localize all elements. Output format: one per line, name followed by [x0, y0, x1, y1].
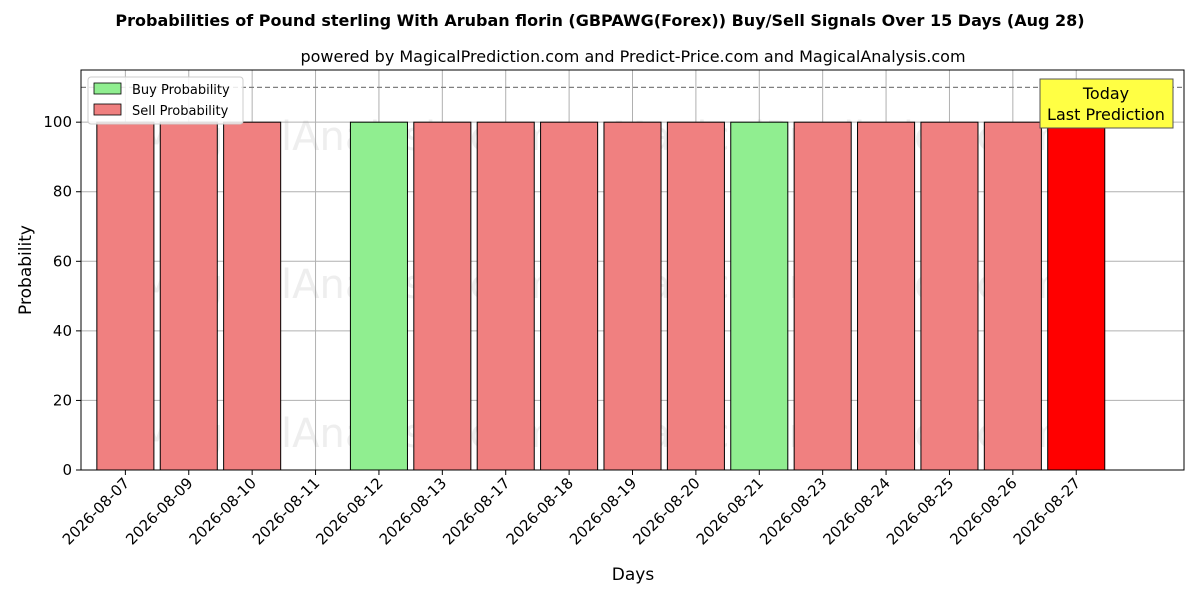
chart-title: Probabilities of Pound sterling With Aru…: [115, 11, 1084, 30]
today-label-line2: Last Prediction: [1047, 105, 1165, 124]
y-tick-label: 20: [53, 391, 72, 409]
x-tick-label: 2026-08-20: [629, 474, 703, 548]
today-annotation: Today Last Prediction: [1039, 78, 1174, 129]
x-tick-label: 2026-08-09: [122, 474, 196, 548]
y-tick-label: 0: [62, 461, 72, 479]
x-tick-label: 2026-08-24: [820, 474, 894, 548]
buy-bar: [349, 121, 408, 471]
sell-bar: [540, 121, 599, 471]
x-tick-label: 2026-08-21: [693, 474, 767, 548]
x-tick-label: 2026-08-12: [312, 474, 386, 548]
sell-bar: [413, 121, 472, 471]
buy-bar: [730, 121, 789, 471]
x-tick-label: 2026-08-17: [439, 474, 513, 548]
x-tick-label: 2026-08-27: [1010, 474, 1084, 548]
bar-group: [96, 121, 1106, 471]
sell-bar: [983, 121, 1042, 471]
x-tick-label: 2026-08-23: [756, 474, 830, 548]
sell-bar: [857, 121, 916, 471]
sell-bar: [159, 121, 218, 471]
y-tick-label: 40: [53, 322, 72, 340]
x-tick-label: 2026-08-13: [376, 474, 450, 548]
sell-bar: [793, 121, 852, 471]
sell-bar: [476, 121, 535, 471]
sell-bar: [603, 121, 662, 471]
x-tick-label: 2026-08-26: [946, 474, 1020, 548]
x-axis-label: Days: [612, 565, 655, 585]
y-axis-label: Probability: [16, 225, 36, 315]
legend-swatch-buy: [93, 82, 122, 95]
sell-bar: [920, 121, 979, 471]
sell-bar: [223, 121, 282, 471]
legend-label-sell: Sell Probability: [132, 104, 229, 119]
sell-bar: [666, 121, 725, 471]
y-tick-label: 60: [53, 252, 72, 270]
x-axis: 2026-08-072026-08-092026-08-102026-08-11…: [59, 470, 1084, 548]
y-tick-label: 80: [53, 183, 72, 201]
x-tick-label: 2026-08-19: [566, 474, 640, 548]
x-tick-label: 2026-08-25: [883, 474, 957, 548]
legend-box: [87, 76, 244, 125]
x-tick-label: 2026-08-18: [503, 474, 577, 548]
sell-bar: [96, 121, 155, 471]
x-tick-label: 2026-08-10: [186, 474, 260, 548]
today-label-box: [1039, 78, 1174, 129]
x-tick-label: 2026-08-07: [59, 474, 133, 548]
x-tick-label: 2026-08-11: [249, 474, 323, 548]
chart-subtitle: powered by MagicalPrediction.com and Pre…: [300, 47, 965, 66]
y-tick-label: 100: [43, 113, 72, 131]
sell-bar: [1047, 121, 1106, 471]
legend-swatch-sell: [93, 103, 122, 116]
y-axis: 0 20 40 60 80 100: [43, 113, 81, 479]
legend-label-buy: Buy Probability: [132, 83, 230, 98]
today-label-line1: Today: [1082, 84, 1129, 103]
legend: Buy Probability Sell Probability: [87, 76, 244, 125]
